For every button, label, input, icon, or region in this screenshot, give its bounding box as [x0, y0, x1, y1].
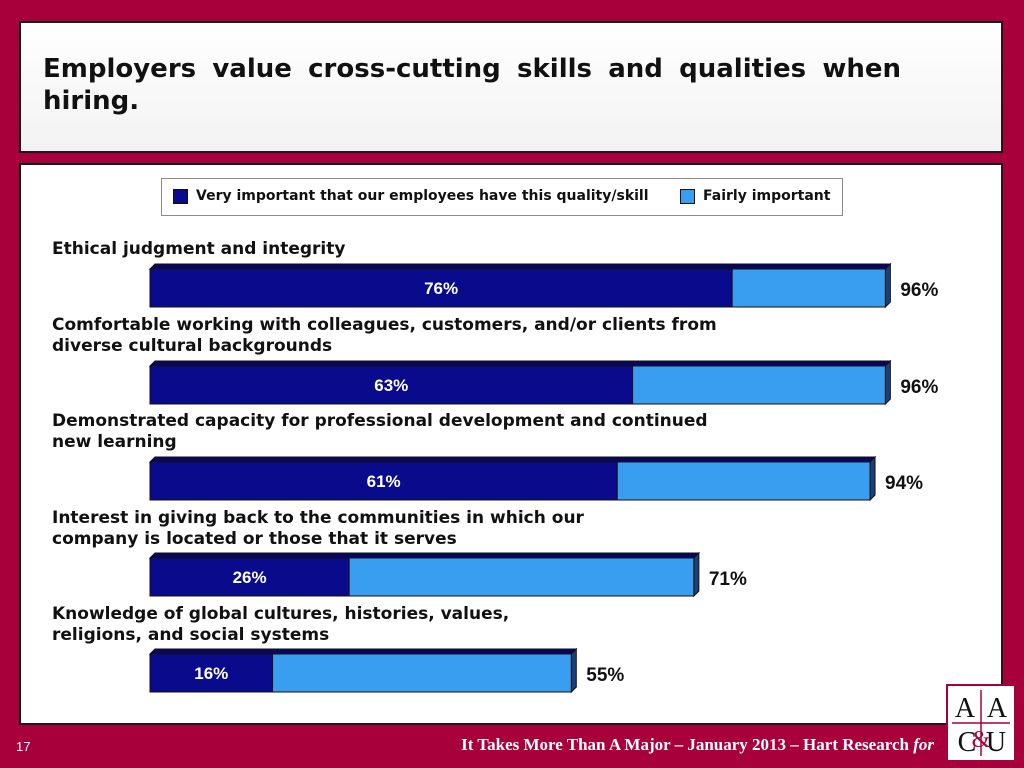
bar-very-important — [149, 268, 733, 308]
bar-total-label: 71% — [709, 569, 747, 590]
legend-item-very-important: Very important that our employees have t… — [173, 188, 649, 204]
bar-fairly-important — [348, 557, 695, 597]
svg-text:A: A — [955, 693, 976, 724]
legend-swatch-very-important — [173, 188, 188, 204]
svg-text:U: U — [986, 727, 1006, 758]
legend-item-fairly-important: Fairly important — [680, 188, 830, 204]
bar-value-label: 26% — [233, 568, 267, 587]
bar-top-face — [148, 456, 877, 463]
category-label: Knowledge of global cultures, histories,… — [52, 604, 509, 646]
footer-italic-text: for — [913, 735, 934, 754]
bar-value-label: 76% — [424, 279, 458, 298]
legend-swatch-fairly-important — [680, 188, 695, 204]
legend-label-very-important: Very important that our employees have t… — [196, 188, 649, 204]
bar-side-face — [570, 647, 577, 694]
category-label-line: Interest in giving back to the communiti… — [52, 508, 584, 528]
category-label: Interest in giving back to the communiti… — [52, 508, 584, 550]
bar-total-label: 55% — [586, 665, 624, 686]
aacu-logo: A A C U & — [946, 684, 1016, 762]
bar-top-face — [148, 360, 892, 367]
bar-top-face — [148, 648, 578, 655]
category-label-line: Demonstrated capacity for professional d… — [52, 411, 708, 431]
bar-side-face — [693, 551, 700, 598]
footer-citation: It Takes More Than A Major – January 201… — [461, 735, 934, 755]
bar-value-label: 63% — [374, 376, 408, 395]
category-label-line: new learning — [52, 432, 177, 452]
stacked-bar-chart: 76% 96% 63% 96% 61% 94% 26% 71% 16% 55% — [148, 262, 938, 694]
category-label-line: diverse cultural backgrounds — [52, 336, 333, 356]
chart-panel: Very important that our employees have t… — [19, 163, 1003, 725]
bar-side-face — [884, 262, 891, 309]
bar-fairly-important — [272, 653, 572, 693]
category-label-line: Comfortable working with colleagues, cus… — [52, 315, 717, 335]
bar-total-label: 96% — [900, 280, 938, 301]
category-label-line: Knowledge of global cultures, histories,… — [52, 604, 510, 624]
bar-value-label: 61% — [367, 472, 401, 491]
svg-text:&: & — [972, 727, 991, 753]
chart-legend: Very important that our employees have t… — [161, 178, 843, 216]
category-label-line: Ethical judgment and integrity — [52, 239, 346, 259]
bar-value-label: 16% — [194, 664, 228, 683]
category-label: Ethical judgment and integrity — [52, 239, 345, 260]
category-label-line: religions, and social systems — [52, 625, 330, 645]
footer-main-text: It Takes More Than A Major – January 201… — [461, 735, 909, 754]
page-number: 17 — [16, 739, 31, 754]
bar-total-label: 96% — [900, 377, 938, 398]
aacu-logo-icon: A A C U & — [952, 690, 1010, 758]
category-label: Comfortable working with colleagues, cus… — [52, 315, 717, 357]
bar-fairly-important — [616, 461, 871, 501]
bar-top-face — [148, 263, 892, 270]
bar-fairly-important — [632, 365, 886, 405]
category-label-line: company is located or those that it serv… — [52, 529, 457, 549]
bar-side-face — [884, 359, 891, 406]
bar-very-important — [149, 557, 350, 597]
bar-total-label: 94% — [885, 473, 923, 494]
title-panel: Employers value cross-cutting skills and… — [19, 21, 1003, 153]
bar-side-face — [869, 455, 876, 502]
bar-fairly-important — [731, 268, 886, 308]
slide-title: Employers value cross-cutting skills and… — [43, 54, 901, 116]
legend-label-fairly-important: Fairly important — [703, 188, 831, 204]
category-label: Demonstrated capacity for professional d… — [52, 411, 708, 453]
svg-text:A: A — [987, 693, 1008, 724]
bar-top-face — [148, 552, 701, 559]
svg-text:C: C — [958, 727, 977, 758]
